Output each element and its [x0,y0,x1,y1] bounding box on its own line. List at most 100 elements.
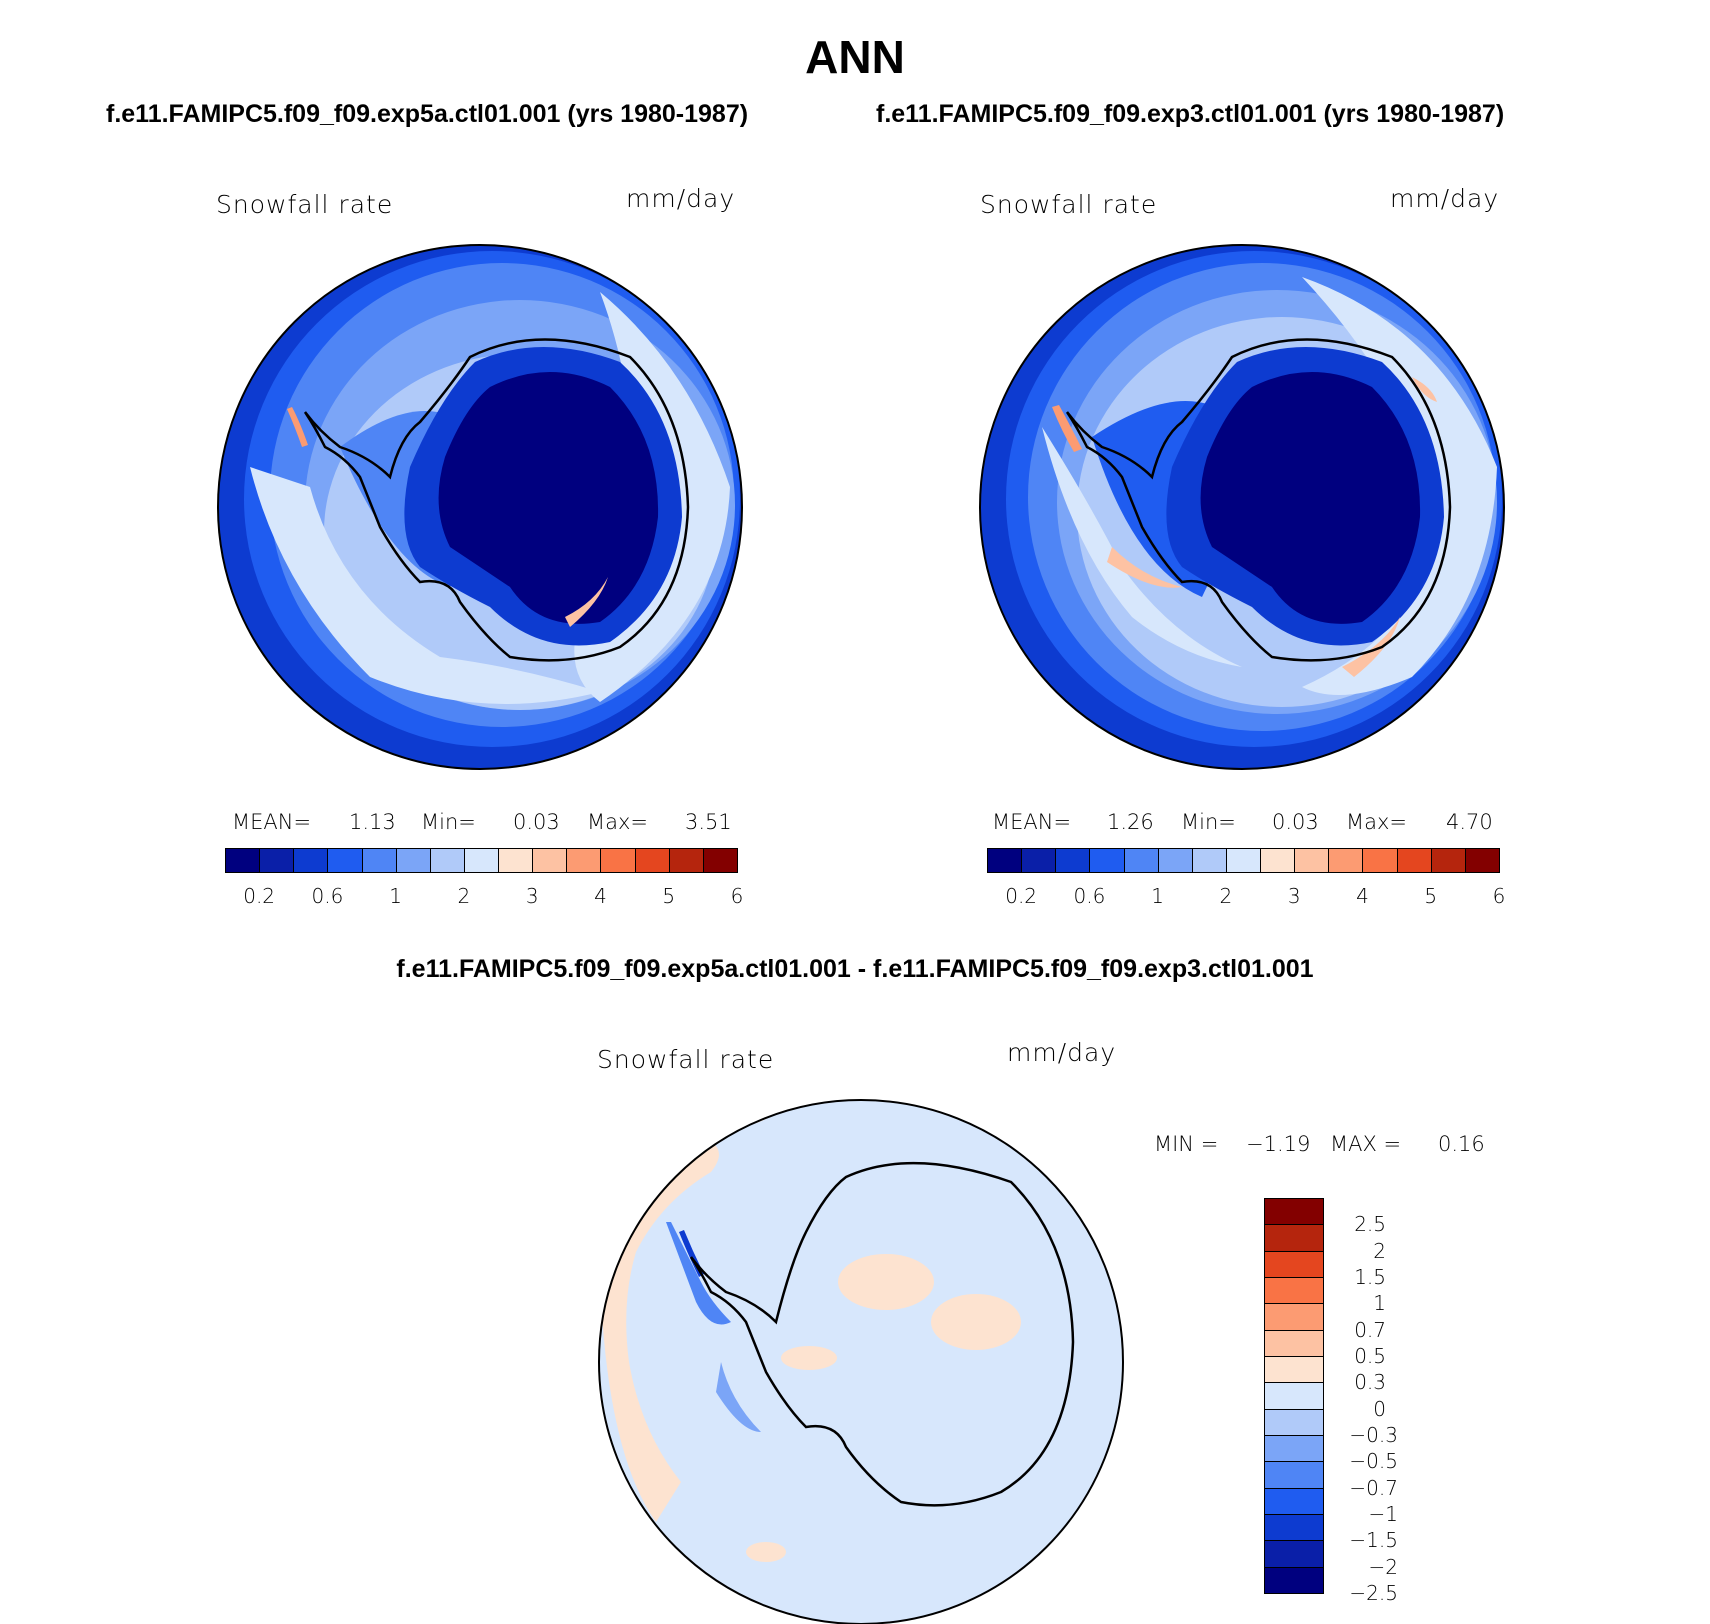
antarctica-interior [438,372,659,624]
colorbar-tick-label: −2.5 [1349,1581,1398,1605]
colorbar-tick-label: −0.3 [1349,1423,1398,1447]
colorbar-cell [1264,1356,1324,1384]
colorbar-cell [395,848,431,873]
east-coast-patch [1342,617,1400,677]
colorbar-cell [987,848,1023,873]
difference-title: f.e11.FAMIPC5.f09_f09.exp5a.ctl01.001 - … [396,955,1314,983]
colorbar-cell [361,848,397,873]
colorbar-cell [1157,848,1193,873]
colorbar-cell [498,848,534,873]
colorbar-cell [1089,848,1125,873]
colorbar-cell [1328,848,1364,873]
north-coast-patch [1412,377,1437,402]
mean-label-right: MEAN= [992,810,1072,834]
colorbar-tick-label: 2 [1219,884,1233,908]
colorbar-tick-label: −0.7 [1349,1475,1398,1500]
positive-interior-patch-2 [931,1294,1021,1350]
colorbar-right [987,848,1500,873]
diff-max-label: MAX = [1330,1132,1402,1156]
colorbar-cell [327,848,363,873]
colorbar-tick-label: 6 [1492,884,1506,908]
max-value-left: 3.51 [685,810,732,834]
variable-label-left: Snowfall rate [216,190,394,219]
colorbar-cell [1021,848,1057,873]
diff-max-value: 0.16 [1438,1132,1485,1156]
colorbar-tick-label: 4 [594,884,607,908]
colorbar-left-ticks: 0.2 0.6 1 2 3 4 5 6 [225,884,743,910]
mean-value-right: 1.26 [1107,810,1154,834]
diff-min-value: −1.19 [1246,1132,1311,1156]
antarctica-interior [1200,372,1421,624]
units-label-diff: mm/day [1007,1038,1117,1067]
colorbar-cell [1264,1198,1324,1226]
min-value-left: 0.03 [513,810,560,834]
min-label-left: Min= [421,810,476,834]
colorbar-tick-label: 1.5 [1354,1265,1386,1289]
colorbar-cell [259,848,295,873]
colorbar-tick-label: −2 [1368,1554,1398,1579]
colorbar-cell [1396,848,1432,873]
units-label-left: mm/day [626,184,736,213]
colorbar-left [225,848,738,873]
colorbar-tick-label: 0.6 [1073,884,1106,908]
colorbar-cell [1260,848,1296,873]
colorbar-cell [1191,848,1227,873]
variable-label-diff: Snowfall rate [597,1045,775,1074]
colorbar-cell [532,848,568,873]
colorbar-cell [566,848,602,873]
colorbar-cell [1264,1435,1324,1463]
colorbar-cell [1225,848,1262,873]
colorbar-tick-label: 1 [1373,1291,1386,1316]
colorbar-cell [1264,1382,1324,1410]
map-panel-difference [598,1099,1124,1624]
positive-interior-patch-3 [781,1346,837,1370]
colorbar-cell [1264,1487,1324,1515]
map-panel-right [979,244,1505,770]
peninsula-tip-patch [287,407,308,447]
colorbar-tick-label: 1 [389,884,403,908]
units-label-right: mm/day [1390,184,1500,213]
colorbar-cell [1264,1277,1324,1305]
colorbar-tick-label: 0 [1373,1396,1386,1421]
colorbar-tick-label: −1.5 [1349,1528,1398,1553]
colorbar-tick-label: 5 [1424,884,1438,908]
negative-peninsula-band [666,1222,731,1325]
colorbar-cell [600,848,636,873]
colorbar-cell [1264,1514,1324,1542]
min-label-right: Min= [1181,810,1236,834]
antarctica-coastline [689,1161,1075,1507]
colorbar-tick-label: 0.7 [1354,1317,1386,1342]
colorbar-tick-label: 1 [1151,884,1165,908]
max-label-right: Max= [1346,810,1408,834]
colorbar-cell [1264,1566,1324,1594]
light-sector-south [250,467,600,704]
colorbar-cell [1264,1540,1324,1568]
colorbar-tick-label: 0.5 [1354,1344,1386,1368]
antarctica-coastline [1065,338,1452,662]
colorbar-cell [429,848,465,873]
colorbar-tick-label: 2.5 [1354,1212,1386,1237]
figure-title: ANN [805,31,905,83]
colorbar-cell [225,848,261,873]
peninsula-tip-patch [1052,405,1082,452]
light-sector-west [1042,427,1242,667]
colorbar-tick-label: 4 [1356,884,1369,908]
colorbar-cell [668,848,704,873]
colorbar-tick-label: 0.6 [311,884,344,908]
colorbar-cell [1264,1329,1324,1357]
colorbar-difference-ticks: 2.5 2 1.5 1 0.7 0.5 0.3 0 −0.3 −0.5 −0.7 −1 −1.5 −2 −2… [1332,1198,1412,1605]
colorbar-tick-label: 6 [730,884,744,908]
colorbar-tick-label: 0.2 [243,884,276,908]
min-value-right: 0.03 [1272,810,1319,834]
colorbar-tick-label: 0.2 [1005,884,1038,908]
colorbar-tick-label: 3 [1287,884,1301,908]
colorbar-cell [1264,1408,1324,1436]
colorbar-cell [1264,1461,1324,1489]
colorbar-cell [1362,848,1398,873]
colorbar-tick-label: 2 [1373,1238,1386,1263]
negative-coast-band [716,1362,761,1432]
colorbar-tick-label: 2 [457,884,471,908]
case-title-left: f.e11.FAMIPC5.f09_f09.exp5a.ctl01.001 (y… [106,100,749,128]
colorbar-tick-label: 0.3 [1354,1370,1386,1395]
colorbar-cell [1294,848,1330,873]
